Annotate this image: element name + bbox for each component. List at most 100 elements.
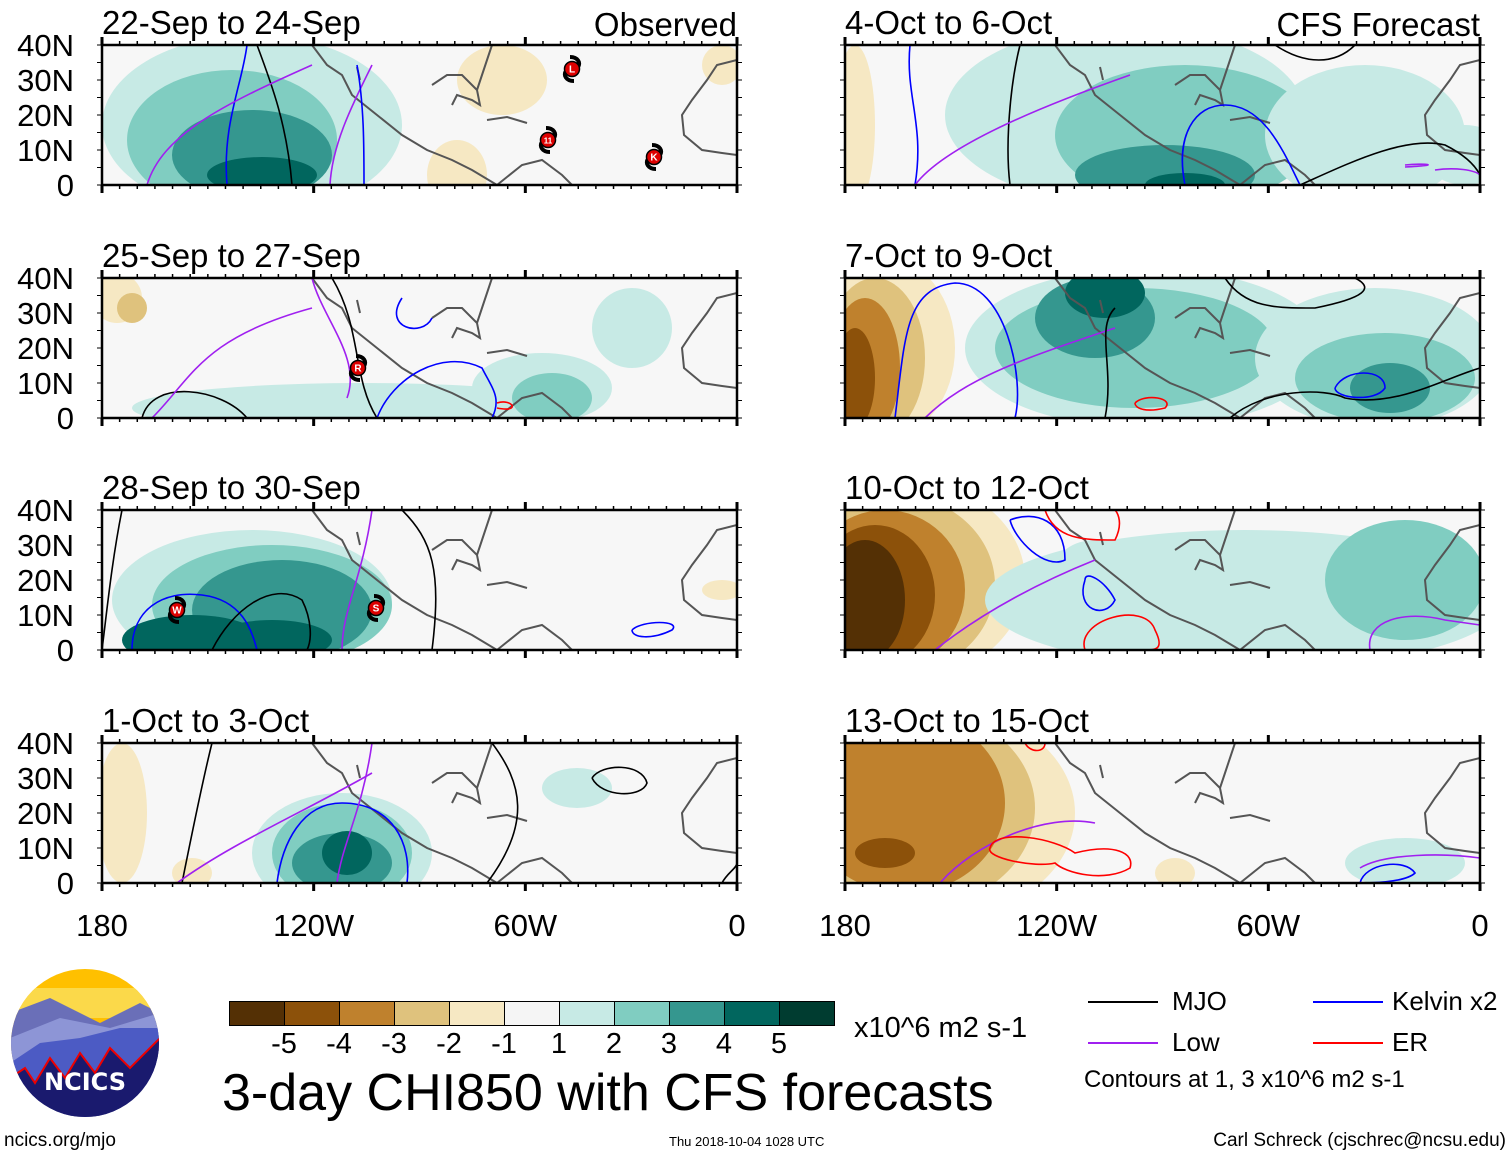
legend-er-line [1313, 1042, 1383, 1044]
storm-label: 11 [544, 137, 553, 146]
colorbar-swatch [670, 1002, 725, 1025]
shading-area [172, 858, 212, 883]
colorbar-swatch [285, 1002, 340, 1025]
colorbar-swatch [395, 1002, 450, 1025]
contour-line [256, 45, 293, 185]
contour-line [376, 360, 497, 418]
contour-line [1229, 367, 1480, 418]
contour-line [914, 74, 1131, 185]
lat-label: 10N [17, 133, 74, 168]
contour-line [176, 772, 373, 883]
colorbar-label: 4 [715, 1028, 733, 1060]
contour-line [1299, 142, 1480, 185]
coastline [311, 510, 737, 650]
contour-line [1024, 743, 1046, 752]
storm-label: R [354, 364, 362, 375]
figure-title: 3-day CHI850 with CFS forecasts [222, 1064, 994, 1122]
storm-label: L [569, 65, 575, 76]
legend-mjo-label: MJO [1172, 986, 1227, 1016]
colorbar-swatch [615, 1002, 670, 1025]
contour-line [395, 297, 433, 330]
contour-line [141, 390, 248, 418]
contour-line [151, 307, 313, 418]
panel-title: 1-Oct to 3-Oct [102, 702, 310, 739]
contour-line [401, 510, 437, 650]
map-panel [97, 735, 742, 891]
shading-area [1425, 125, 1480, 185]
contour-line [939, 820, 1096, 883]
colorbar-swatch [340, 1002, 395, 1025]
storm-label: K [650, 153, 658, 164]
panel-title: 7-Oct to 9-Oct [845, 237, 1053, 274]
lat-label: 0 [56, 401, 74, 436]
legend-kelvin-line [1313, 1001, 1383, 1003]
contour-line [276, 802, 409, 883]
contour-line [1134, 396, 1168, 411]
shading-area [207, 157, 317, 185]
lat-label: 0 [56, 633, 74, 668]
logo-text: NCICS [44, 1068, 126, 1096]
coastline [1054, 45, 1480, 185]
contour-line [1334, 372, 1386, 399]
lon-label: 60W [493, 908, 558, 943]
coastline [1054, 278, 1480, 418]
tropical-cyclone-icon: 11 [538, 126, 558, 154]
map-panel [840, 735, 1485, 891]
coastline [311, 743, 737, 883]
panel-title: 13-Oct to 15-Oct [845, 702, 1089, 739]
lon-label: 0 [728, 908, 746, 943]
colorbar-swatch [725, 1002, 780, 1025]
map-panel [840, 502, 1485, 658]
contour-line [102, 510, 123, 650]
lat-label: 0 [56, 168, 74, 203]
contour-line [1181, 104, 1301, 185]
footer-timestamp: Thu 2018-10-04 1028 UTC [669, 1134, 825, 1149]
lat-label: 40N [17, 28, 74, 63]
footer-url[interactable]: ncics.org/mjo [4, 1130, 116, 1151]
shading-area [845, 743, 1005, 883]
colorbar-label: 1 [550, 1028, 568, 1060]
colorbar-label: -5 [271, 1028, 297, 1060]
map-panel [840, 270, 1485, 426]
panel-title: 25-Sep to 27-Sep [102, 237, 361, 274]
shading-area [1065, 278, 1145, 318]
panel-tag: CFS Forecast [1276, 6, 1480, 43]
colorbar-label: 5 [770, 1028, 788, 1060]
contour-line [1082, 575, 1116, 612]
contour-line [131, 593, 258, 650]
contour-line [934, 559, 1096, 650]
contour-line [211, 592, 312, 650]
shading-area [1350, 363, 1430, 413]
colorbar-swatch [230, 1002, 285, 1025]
lat-label: 30N [17, 63, 74, 98]
lat-label: 30N [17, 528, 74, 563]
contour-line [336, 743, 373, 883]
contour-line [1434, 168, 1480, 176]
contour-note: Contours at 1, 3 x10^6 m2 s-1 [1084, 1066, 1405, 1093]
coastline [1054, 510, 1480, 650]
legend-low-line [1088, 1042, 1158, 1044]
contour-line [1044, 510, 1121, 541]
lat-label: 20N [17, 563, 74, 598]
contour-line [1359, 854, 1480, 869]
contour-line [591, 766, 648, 795]
shading-area [855, 838, 915, 868]
map-panel: L 11 K [97, 37, 742, 193]
shading-area [1055, 540, 1135, 600]
shading-area [1155, 858, 1195, 883]
contour-line [311, 278, 352, 399]
contour-line [1404, 163, 1429, 168]
shading-area [172, 110, 332, 185]
lon-label: 60W [1236, 908, 1301, 943]
colorbar-swatch [780, 1002, 834, 1025]
shading-area [117, 293, 147, 323]
map-panel: R [97, 270, 742, 426]
colorbar-label: 2 [605, 1028, 623, 1060]
lat-label: 30N [17, 296, 74, 331]
panel-title: 28-Sep to 30-Sep [102, 469, 361, 506]
lon-label: 120W [273, 908, 355, 943]
lat-label: 40N [17, 261, 74, 296]
lon-label: 0 [1471, 908, 1489, 943]
contour-line [924, 327, 1116, 418]
lat-label: 40N [17, 726, 74, 761]
